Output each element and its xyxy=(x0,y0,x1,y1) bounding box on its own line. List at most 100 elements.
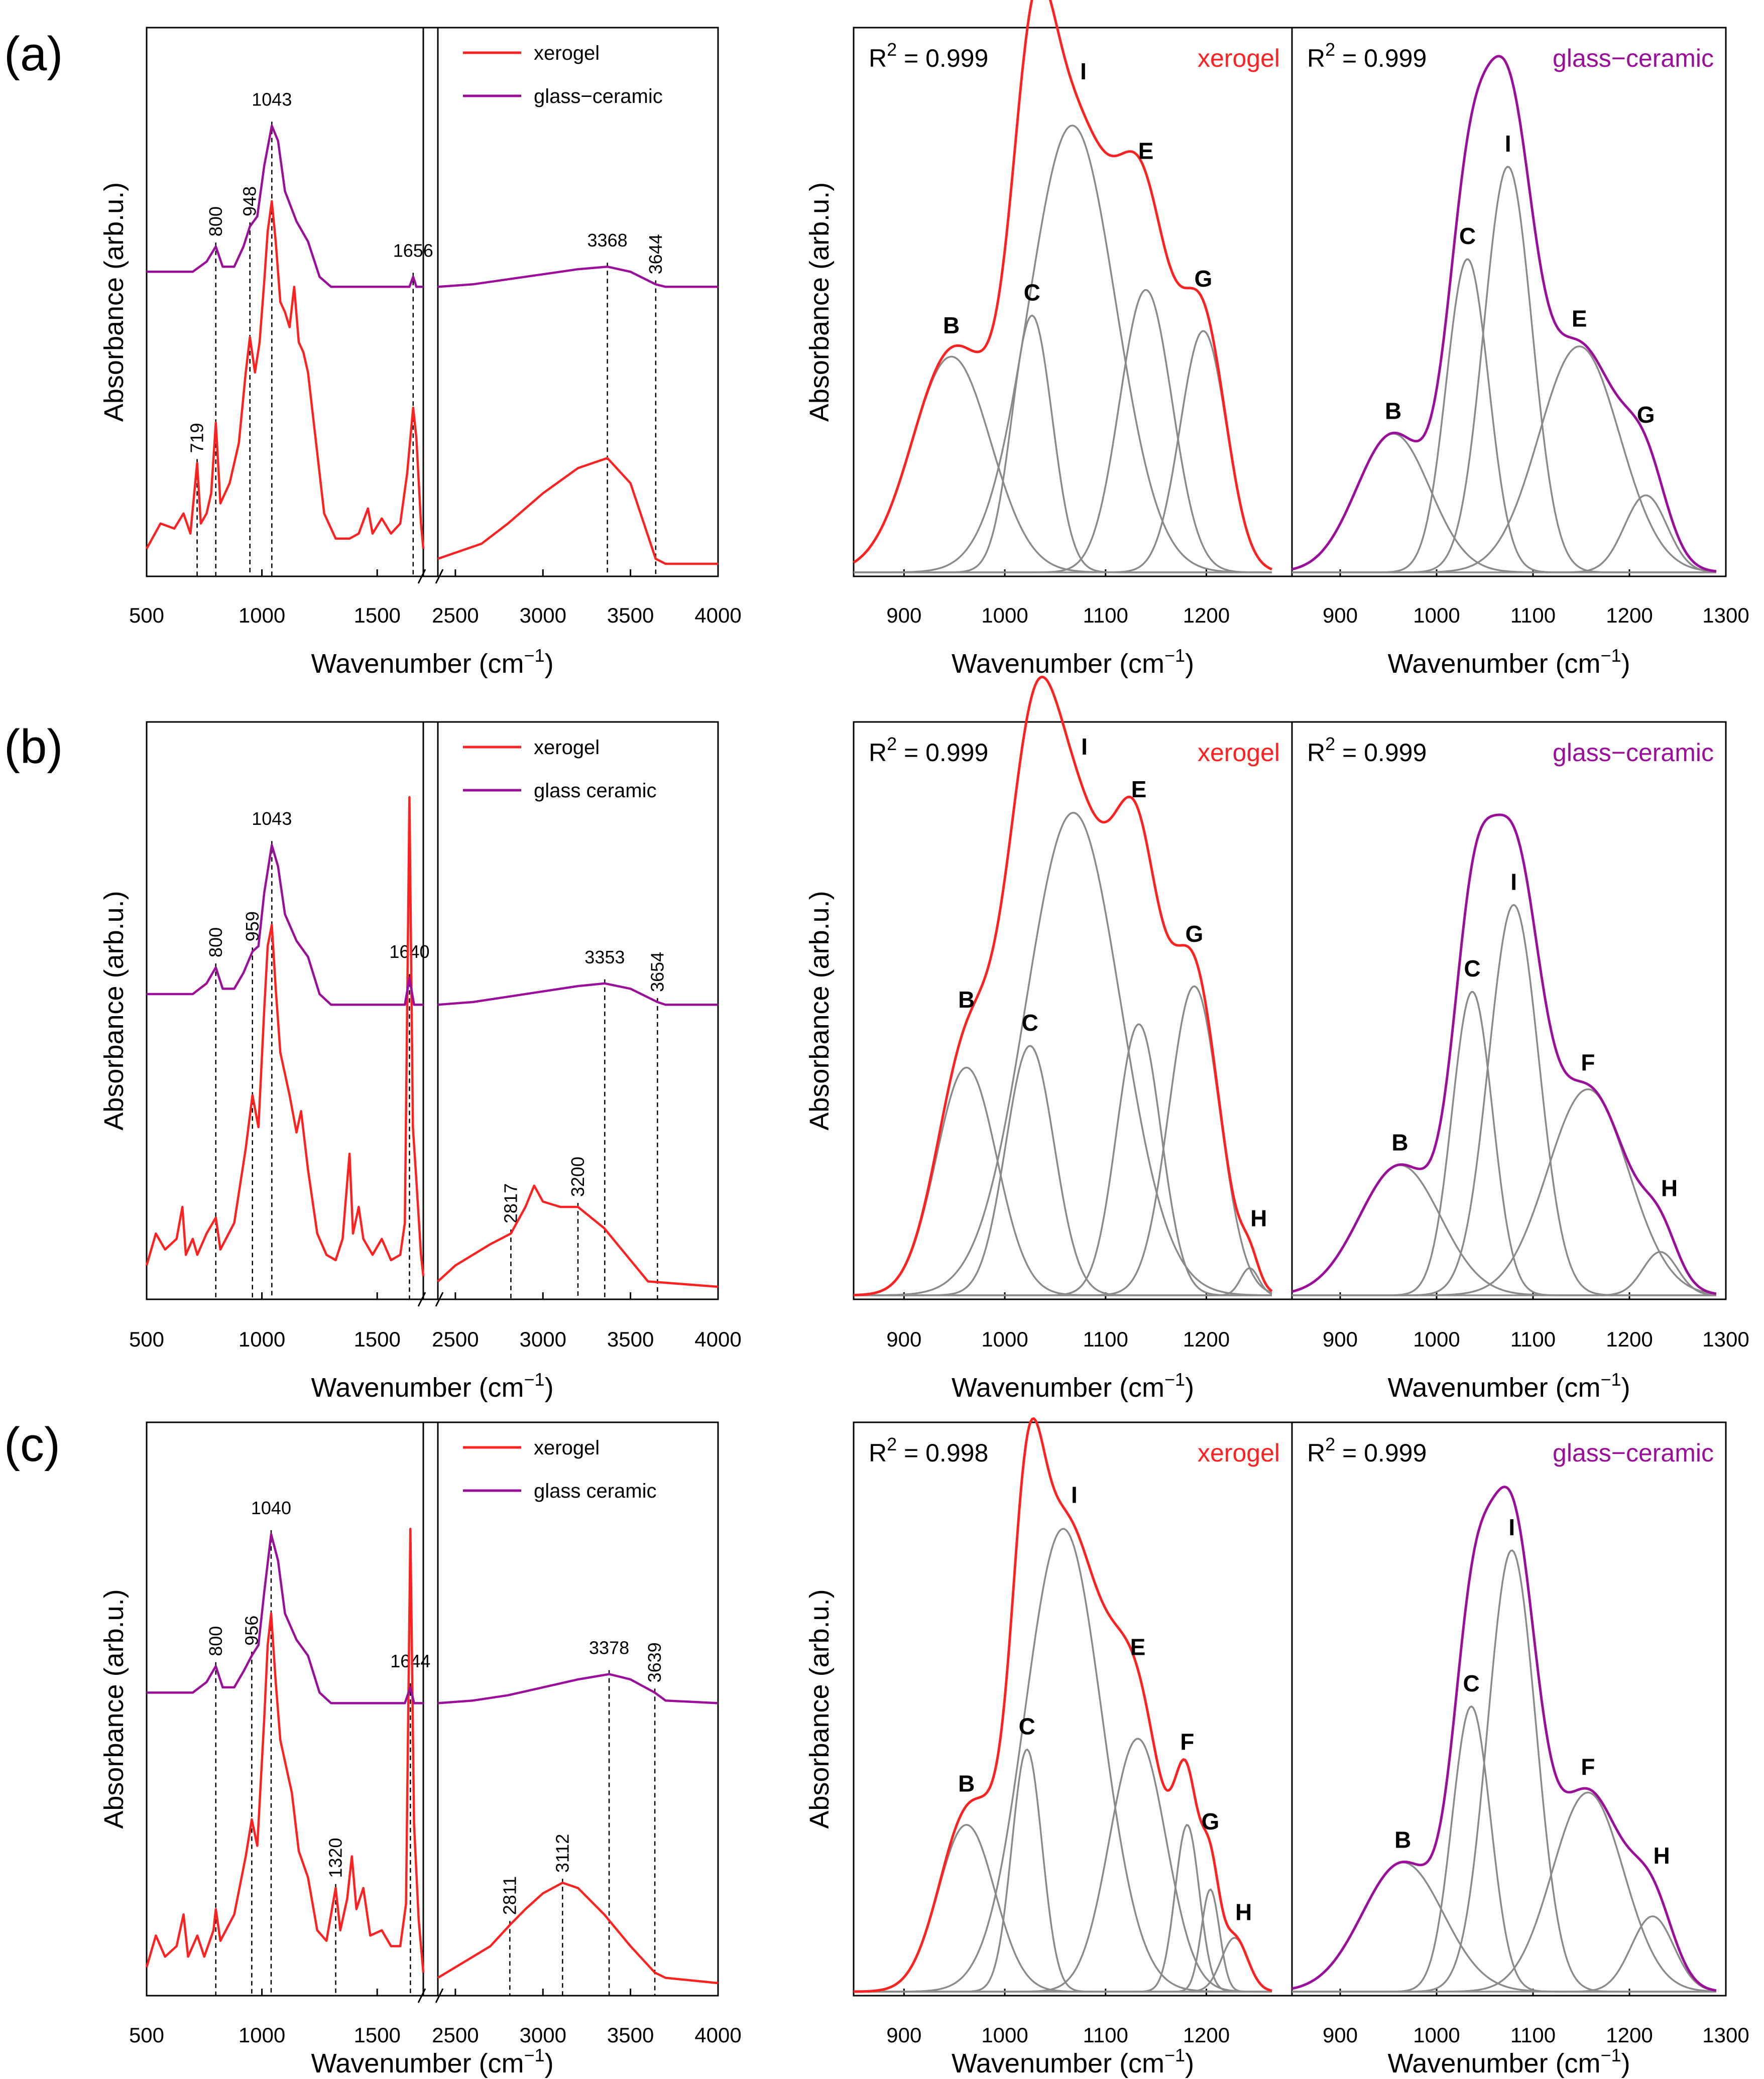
axis-break-gap xyxy=(424,1423,437,1995)
fit-component-peak xyxy=(1292,494,1716,573)
xerogel-series-line xyxy=(437,1184,719,1288)
x-tick-label: 900 xyxy=(886,603,921,627)
peak-label: F xyxy=(1581,1049,1595,1075)
sample-tag: glass−ceramic xyxy=(1553,44,1714,72)
x-tick-label: 3500 xyxy=(607,1327,654,1351)
x-tick-label: 1300 xyxy=(1702,603,1749,627)
sample-tag: glass−ceramic xyxy=(1553,1439,1714,1467)
x-axis-title: Wavenumber (cm−1) xyxy=(1387,2045,1630,2078)
annotation-label: 1640 xyxy=(389,941,429,962)
peak-label: B xyxy=(1391,1130,1408,1156)
y-axis-title: Absorbance (arb.u.) xyxy=(804,1589,835,1828)
x-tick-label: 3500 xyxy=(607,2023,654,2047)
x-tick-label: 1500 xyxy=(354,603,400,627)
x-tick-label: 1200 xyxy=(1606,603,1653,627)
axis-break-mark xyxy=(417,1988,444,2003)
x-tick-label: 3000 xyxy=(520,603,566,627)
row-label: (a) xyxy=(4,27,63,81)
ftir-plot-frame xyxy=(146,27,719,577)
peak-label: I xyxy=(1071,1482,1078,1508)
annotation-label: 3654 xyxy=(647,952,667,992)
peak-label: H xyxy=(1250,1205,1267,1231)
x-tick-label: 1000 xyxy=(1413,1327,1460,1351)
fit-component-peak xyxy=(853,1066,1272,1296)
x-tick-label: 1200 xyxy=(1183,603,1230,627)
annotation-label: 1656 xyxy=(393,240,433,261)
sample-tag: glass−ceramic xyxy=(1553,739,1714,767)
legend-label: glass−ceramic xyxy=(534,85,663,107)
x-axis-title: Wavenumber (cm−1) xyxy=(1387,1369,1630,1403)
fit-component-peak xyxy=(854,1738,1272,1993)
x-tick-label: 1000 xyxy=(239,1327,285,1351)
peak-label: C xyxy=(1019,1714,1035,1740)
peak-label: C xyxy=(1463,1670,1480,1696)
x-tick-label: 4000 xyxy=(694,603,741,627)
peak-label: E xyxy=(1130,1634,1146,1660)
xerogel-fit-frame xyxy=(853,1421,1293,1997)
peak-label: I xyxy=(1081,733,1088,760)
x-axis-title: Wavenumber (cm−1) xyxy=(952,1369,1194,1403)
y-axis-title: Absorbance (arb.u.) xyxy=(804,182,835,422)
fit-component-peak xyxy=(854,1023,1272,1296)
x-tick-label: 1000 xyxy=(981,2023,1028,2047)
xerogel-series-line xyxy=(145,1528,425,1973)
peak-label: B xyxy=(943,312,960,338)
fit-component-peak xyxy=(854,1528,1272,1993)
x-tick-label: 1000 xyxy=(981,603,1028,627)
fit-component-peak xyxy=(853,355,1272,573)
x-tick-label: 2500 xyxy=(432,2023,479,2047)
r-squared-label: R2 = 0.998 xyxy=(869,1434,988,1467)
peak-label: C xyxy=(1024,280,1040,306)
annotation-label: 2817 xyxy=(500,1183,521,1224)
xerogel-series-line xyxy=(437,1881,719,1985)
x-tick-label: 1200 xyxy=(1183,2023,1230,2047)
peak-label: E xyxy=(1572,306,1587,332)
peak-label: F xyxy=(1581,1754,1595,1780)
x-tick-label: 1500 xyxy=(354,1327,400,1351)
peak-label: G xyxy=(1637,402,1655,428)
fit-component-peak xyxy=(854,1937,1272,1993)
x-axis-title: Wavenumber (cm−1) xyxy=(311,2045,553,2078)
fit-component-peak xyxy=(854,1823,1272,1993)
y-axis-title: Absorbance (arb.u.) xyxy=(804,891,835,1130)
row-label: (c) xyxy=(4,1418,60,1472)
annotation-label: 1644 xyxy=(390,1651,430,1671)
glass-ceramic-series-line xyxy=(147,1533,423,1704)
peak-label: H xyxy=(1661,1175,1678,1201)
annotation-label: 3368 xyxy=(587,230,628,251)
peak-label: B xyxy=(1385,398,1401,424)
sample-tag: xerogel xyxy=(1198,44,1280,72)
fit-component-peak xyxy=(1292,1251,1716,1296)
annotation-label: 1320 xyxy=(325,1838,346,1878)
annotation-label: 2811 xyxy=(499,1876,520,1915)
annotation-label: 1043 xyxy=(252,89,292,109)
fit-component-peak xyxy=(1291,1164,1716,1296)
x-tick-label: 1100 xyxy=(1083,2023,1128,2047)
legend-label: glass ceramic xyxy=(534,780,657,802)
axis-break-gap xyxy=(424,29,437,575)
glass-ceramic-series-line xyxy=(437,982,718,1006)
sample-tag: xerogel xyxy=(1198,739,1280,767)
x-tick-label: 900 xyxy=(886,2023,921,2047)
x-tick-label: 1200 xyxy=(1606,2023,1653,2047)
x-tick-label: 500 xyxy=(129,2023,164,2047)
x-axis-title: Wavenumber (cm−1) xyxy=(1387,645,1630,679)
fit-component-peak xyxy=(854,1045,1272,1296)
annotation-label: 719 xyxy=(187,423,207,453)
x-tick-label: 900 xyxy=(886,1327,921,1351)
x-tick-label: 3000 xyxy=(520,1327,566,1351)
fit-envelope-line xyxy=(1291,813,1717,1295)
glass-ceramic-fit-frame xyxy=(1291,1421,1727,1997)
r-squared-label: R2 = 0.999 xyxy=(1307,1434,1427,1467)
fit-component-peak xyxy=(854,812,1272,1296)
r-squared-label: R2 = 0.999 xyxy=(869,39,988,72)
fit-component-peak xyxy=(854,1267,1272,1296)
peak-label: C xyxy=(1022,1010,1038,1036)
peak-label: F xyxy=(1180,1729,1194,1755)
x-tick-label: 1000 xyxy=(1413,2023,1460,2047)
annotation-label: 3353 xyxy=(584,947,625,967)
xerogel-series-line xyxy=(145,796,425,1277)
axis-break-gap xyxy=(424,723,437,1298)
xerogel-series-line xyxy=(437,457,718,565)
